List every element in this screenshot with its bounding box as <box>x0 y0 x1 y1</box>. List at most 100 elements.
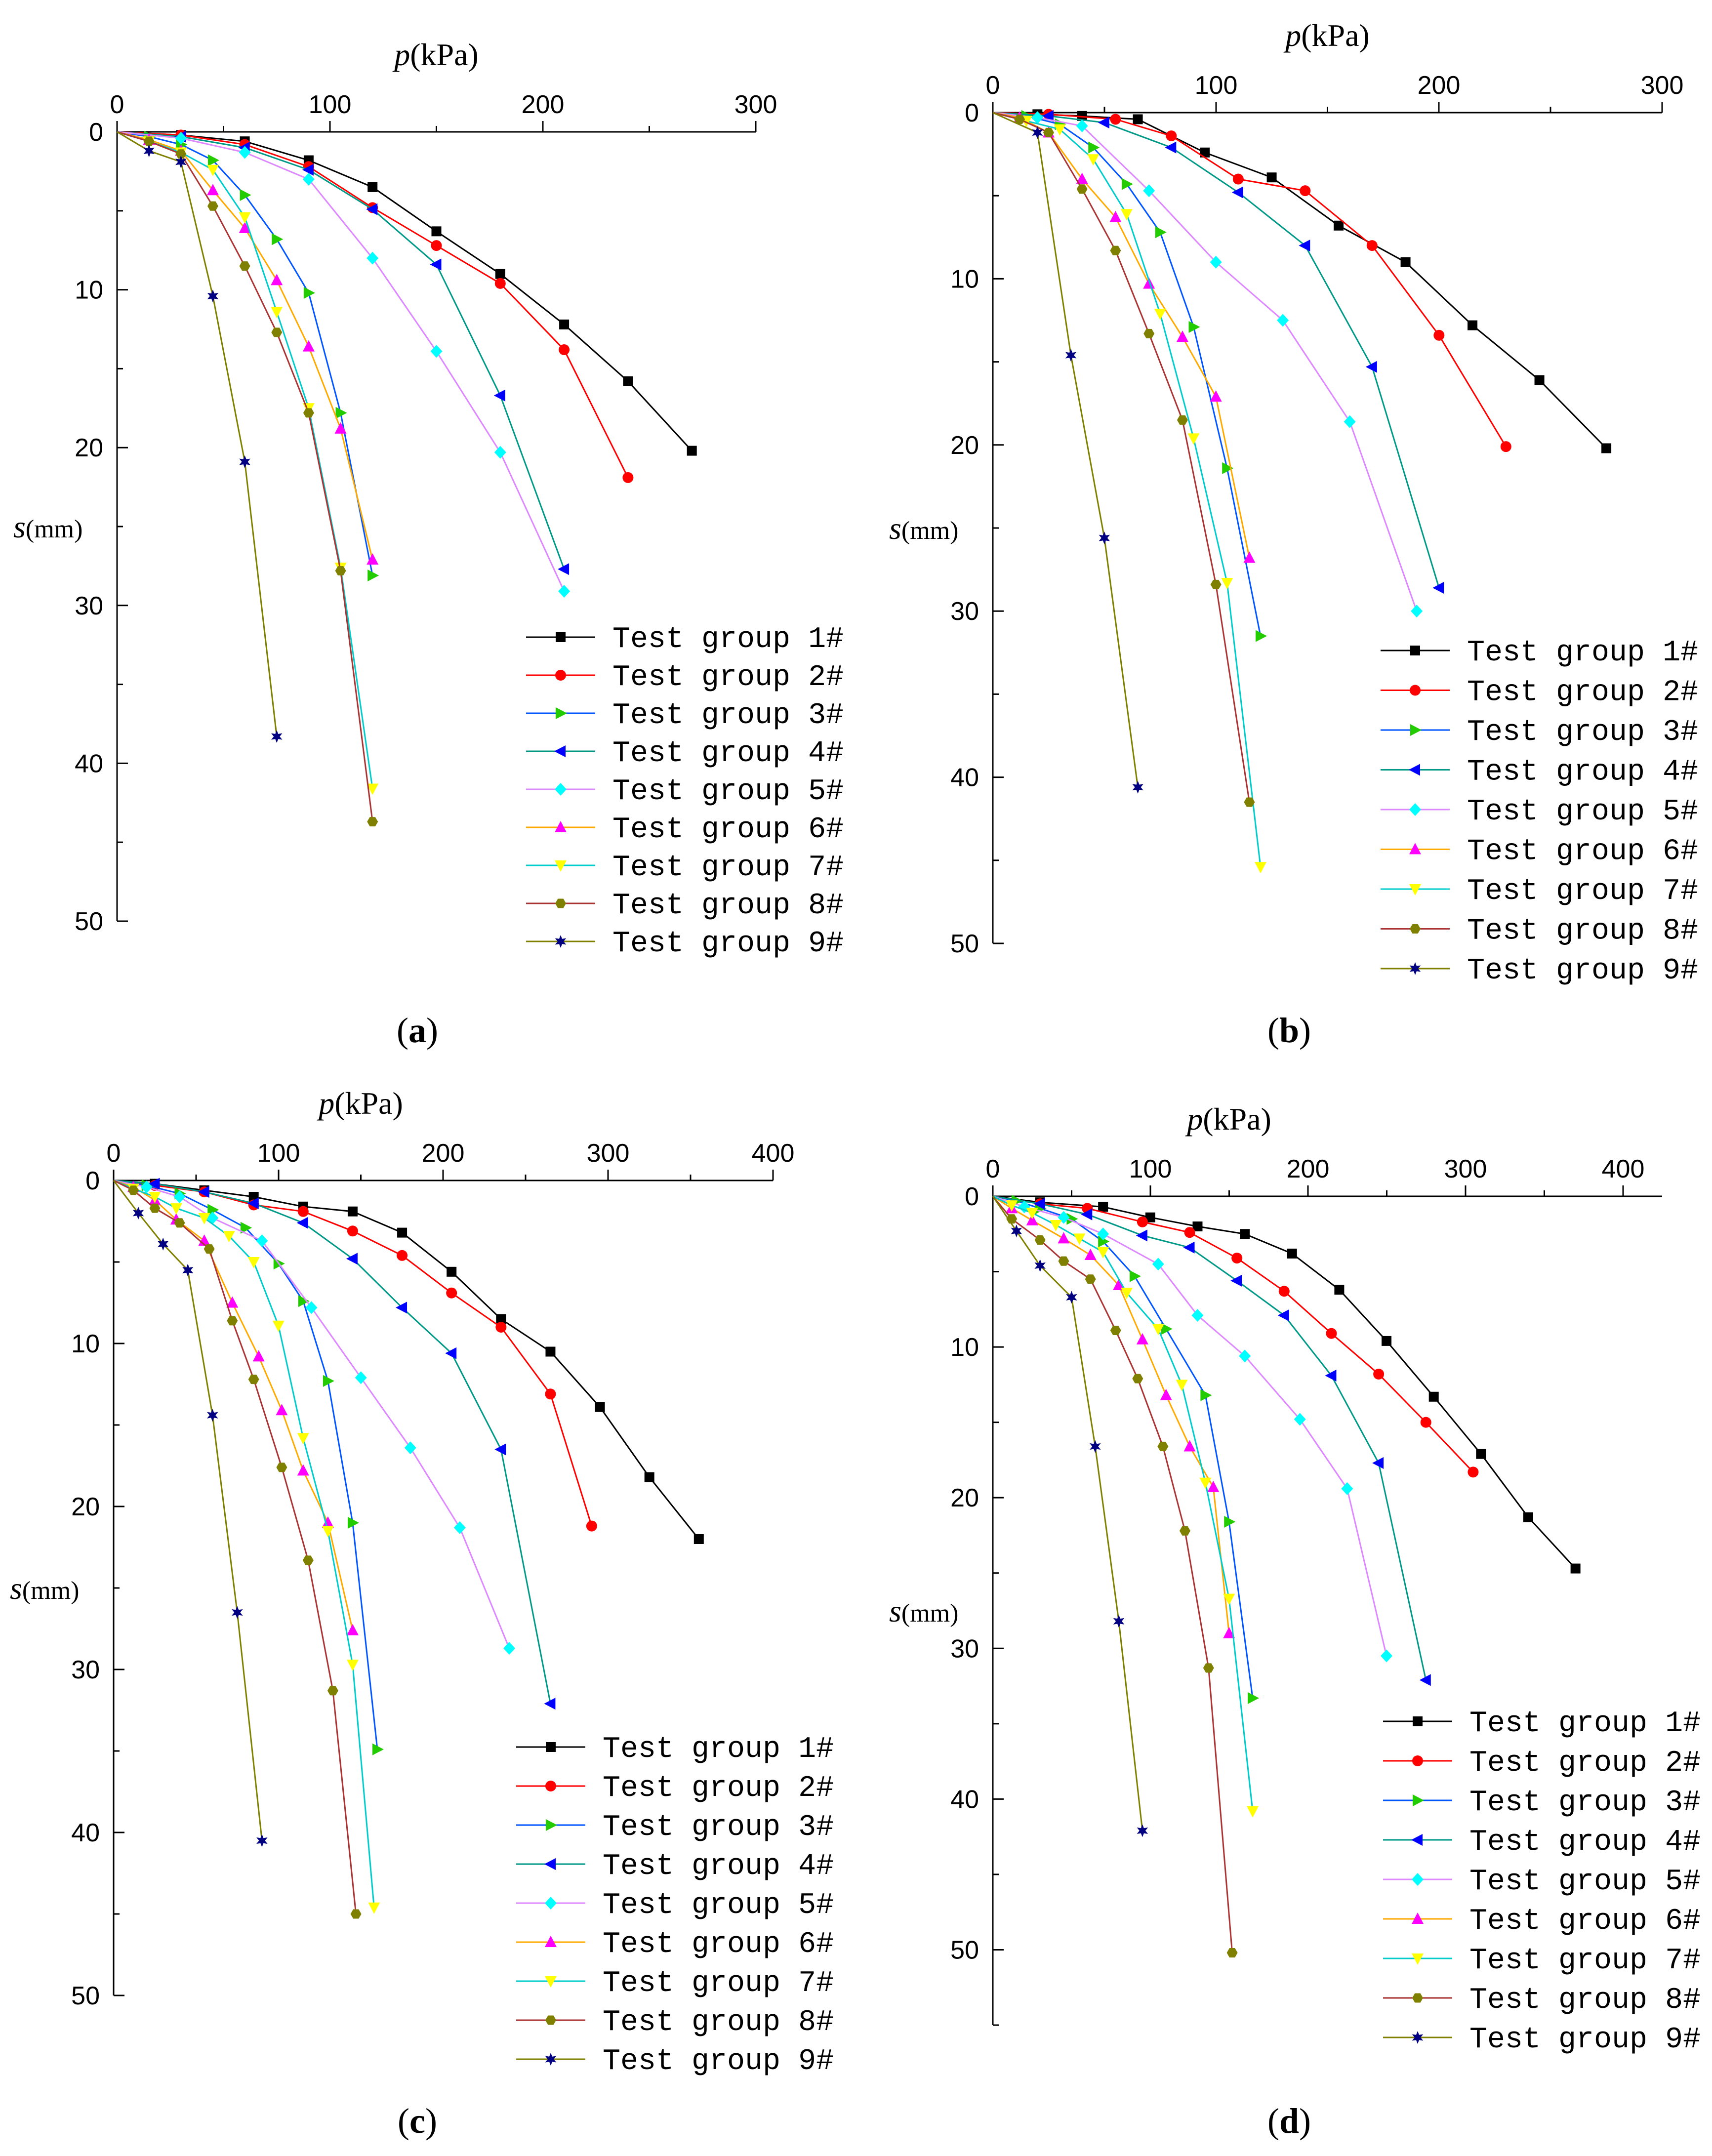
legend-item: Test group 2# <box>1381 676 1698 710</box>
data-point <box>1467 1466 1479 1478</box>
series-1 <box>113 1179 704 1544</box>
data-point <box>1381 1649 1393 1663</box>
data-point <box>404 1441 416 1455</box>
legend-item: Test group 9# <box>526 927 844 961</box>
data-point <box>173 1190 186 1203</box>
legend-item: Test group 2# <box>1383 1747 1701 1780</box>
legend-label: Test group 7# <box>612 851 844 885</box>
legend-label: Test group 8# <box>1467 915 1698 948</box>
legend-label: Test group 7# <box>603 1967 834 2000</box>
data-point <box>1419 1674 1431 1686</box>
data-point <box>1166 130 1177 142</box>
data-point <box>1160 1388 1172 1400</box>
series-3 <box>113 1179 384 1755</box>
legend-item: Test group 3# <box>516 1811 834 1844</box>
x-tick-label: 0 <box>986 71 1000 100</box>
data-point <box>241 1221 252 1234</box>
data-point <box>1043 127 1054 137</box>
data-point <box>1143 328 1155 338</box>
series-line <box>992 112 1262 867</box>
legend-label: Test group 2# <box>1469 1747 1701 1780</box>
data-point <box>447 1266 457 1277</box>
data-point <box>239 261 250 271</box>
panel-caption: (a) <box>397 1011 438 1050</box>
y-tick-label: 50 <box>75 907 103 936</box>
x-tick-label: 400 <box>1602 1155 1645 1183</box>
data-point <box>240 189 251 201</box>
series-4 <box>117 130 570 575</box>
data-point <box>1076 172 1088 184</box>
data-point <box>1155 226 1167 239</box>
data-point <box>1188 321 1200 333</box>
legend-label: Test group 1# <box>1469 1707 1701 1741</box>
data-point <box>1230 1274 1242 1287</box>
data-point <box>1034 1235 1046 1245</box>
y-axis-title: s(mm) <box>889 1593 958 1628</box>
data-point <box>687 446 697 456</box>
data-point <box>1081 1208 1093 1220</box>
x-tick-label: 300 <box>1641 71 1684 100</box>
data-point <box>1184 1227 1195 1238</box>
data-point <box>1065 349 1077 362</box>
legend-marker <box>545 2015 556 2025</box>
data-point <box>367 251 379 265</box>
x-tick-label: 0 <box>986 1155 1000 1183</box>
legend-label: Test group 4# <box>603 1850 834 1883</box>
data-point <box>132 1207 144 1220</box>
data-point <box>346 1253 358 1265</box>
x-tick-label: 300 <box>1444 1155 1487 1183</box>
legend-label: Test group 3# <box>603 1811 834 1844</box>
legend-marker <box>555 898 566 908</box>
legend-marker <box>545 1936 557 1947</box>
y-tick-label: 20 <box>950 431 979 460</box>
legend-label: Test group 9# <box>1469 2023 1701 2057</box>
data-point <box>355 1371 367 1384</box>
data-point <box>305 1301 318 1314</box>
legend-marker <box>545 2053 557 2066</box>
data-point <box>128 1185 139 1195</box>
data-point <box>1476 1449 1486 1459</box>
legend-item: Test group 8# <box>1383 1984 1701 2017</box>
legend-item: Test group 5# <box>526 775 844 809</box>
data-point <box>1287 1248 1297 1259</box>
data-point <box>239 146 251 159</box>
data-point <box>1085 1274 1096 1284</box>
data-point <box>276 1463 287 1472</box>
legend-marker <box>1412 1953 1424 1965</box>
series-line <box>113 1180 357 1914</box>
data-point <box>207 201 218 211</box>
data-point <box>248 1375 259 1384</box>
legend-marker <box>1410 646 1420 655</box>
data-point <box>1089 1440 1101 1453</box>
data-point <box>1222 462 1234 474</box>
data-point <box>297 1464 309 1476</box>
data-point <box>1467 320 1478 330</box>
series-7 <box>992 112 1266 874</box>
data-point <box>1113 1279 1125 1291</box>
data-point <box>495 269 505 279</box>
panel-caption: (c) <box>398 2101 437 2141</box>
series-5 <box>117 131 571 598</box>
data-point <box>430 345 443 358</box>
data-point <box>271 327 283 337</box>
series-3 <box>992 1195 1260 1704</box>
data-point <box>586 1520 597 1532</box>
data-point <box>1221 578 1233 590</box>
data-point <box>558 585 571 598</box>
data-point <box>1372 1457 1384 1469</box>
data-point <box>346 1624 359 1635</box>
data-point <box>302 340 315 352</box>
legend-marker <box>1409 884 1421 895</box>
series-line <box>117 131 565 570</box>
data-point <box>1026 1208 1038 1220</box>
legend-marker <box>555 935 567 948</box>
data-point <box>494 278 506 289</box>
data-point <box>493 389 505 402</box>
data-point <box>1210 579 1222 589</box>
series-line <box>117 131 373 822</box>
legend-item: Test group 1# <box>526 623 844 656</box>
data-point <box>322 1516 334 1528</box>
series-5 <box>992 1195 1393 1663</box>
data-point <box>1232 173 1244 185</box>
data-point <box>368 1902 380 1914</box>
